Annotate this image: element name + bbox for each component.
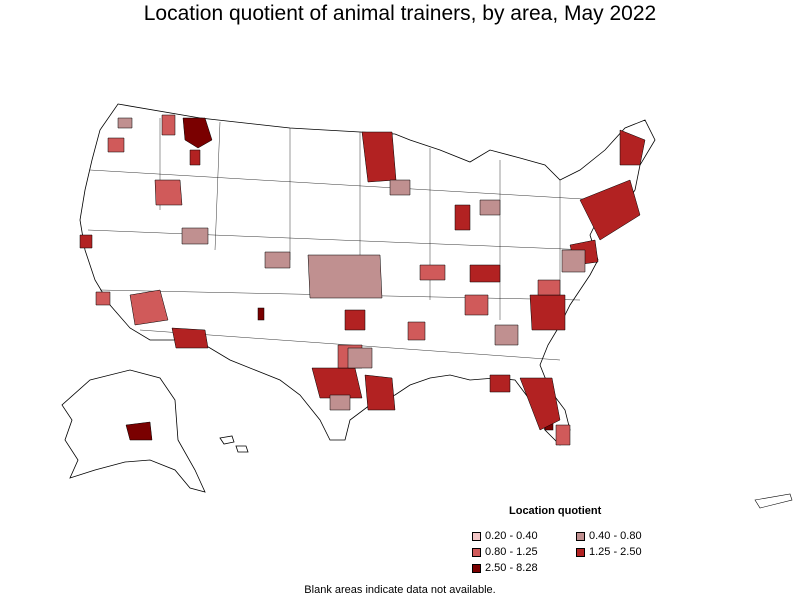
area-ca-south <box>95 291 111 306</box>
area-kansas <box>307 254 383 299</box>
legend-title: Location quotient <box>509 505 602 517</box>
puerto-rico-outline <box>754 493 793 509</box>
area-tennessee <box>464 294 489 316</box>
area-kentucky <box>469 264 501 283</box>
area-louisiana <box>407 321 426 341</box>
map-title: Location quotient of animal trainers, by… <box>143 2 657 25</box>
legend-swatch-3 <box>472 547 481 557</box>
area-high-new-mexico <box>257 307 265 321</box>
area-florida <box>519 377 561 431</box>
area-texas-east <box>364 374 396 411</box>
area-arizona-phoenix <box>129 289 169 326</box>
area-wa-coast <box>107 137 125 153</box>
legend-item-5: 2.50 - 8.28 <box>472 562 538 574</box>
area-georgia <box>489 374 511 393</box>
area-alabama <box>494 324 519 346</box>
area-virginia <box>537 279 561 296</box>
legend-swatch-2 <box>576 531 585 541</box>
area-idaho <box>189 149 201 166</box>
legend-swatch-5 <box>472 563 481 573</box>
area-oklahoma <box>344 309 366 331</box>
area-california-bay <box>79 234 93 249</box>
area-high-alaska <box>125 421 153 441</box>
area-arizona-south <box>171 327 209 349</box>
area-indiana <box>419 264 446 281</box>
area-north-dakota <box>361 131 397 183</box>
area-colorado <box>264 251 291 269</box>
area-texas-panhandle <box>347 347 373 369</box>
legend-item-4: 1.25 - 2.50 <box>576 546 642 558</box>
hawaii-outline <box>219 435 249 453</box>
legend-item-1: 0.20 - 0.40 <box>472 530 538 542</box>
area-high-washington <box>182 117 213 149</box>
legend-label-1: 0.20 - 0.40 <box>485 530 538 542</box>
area-utah <box>181 227 209 245</box>
footnote: Blank areas indicate data not available. <box>304 584 496 596</box>
area-northeast <box>579 179 641 241</box>
legend-swatch-4 <box>576 547 585 557</box>
area-ohio-n <box>479 199 501 216</box>
legend-swatch-1 <box>472 531 481 541</box>
area-wa-nw <box>117 117 133 129</box>
area-florida-south <box>555 424 571 446</box>
area-virginia-w <box>561 249 586 273</box>
area-iowa <box>389 179 411 196</box>
legend-item-3: 0.80 - 1.25 <box>472 546 538 558</box>
legend-label-3: 0.80 - 1.25 <box>485 546 538 558</box>
area-montana-w <box>161 114 176 136</box>
area-maine <box>619 129 646 166</box>
legend-label-4: 1.25 - 2.50 <box>589 546 642 558</box>
area-carolinas <box>529 294 566 331</box>
area-texas-central <box>311 367 363 399</box>
legend-label-2: 0.40 - 0.80 <box>589 530 642 542</box>
legend-item-2: 0.40 - 0.80 <box>576 530 642 542</box>
legend-label-5: 2.50 - 8.28 <box>485 562 538 574</box>
area-michigan <box>454 204 471 231</box>
area-texas-sa <box>329 394 351 411</box>
area-oregon <box>154 179 183 206</box>
